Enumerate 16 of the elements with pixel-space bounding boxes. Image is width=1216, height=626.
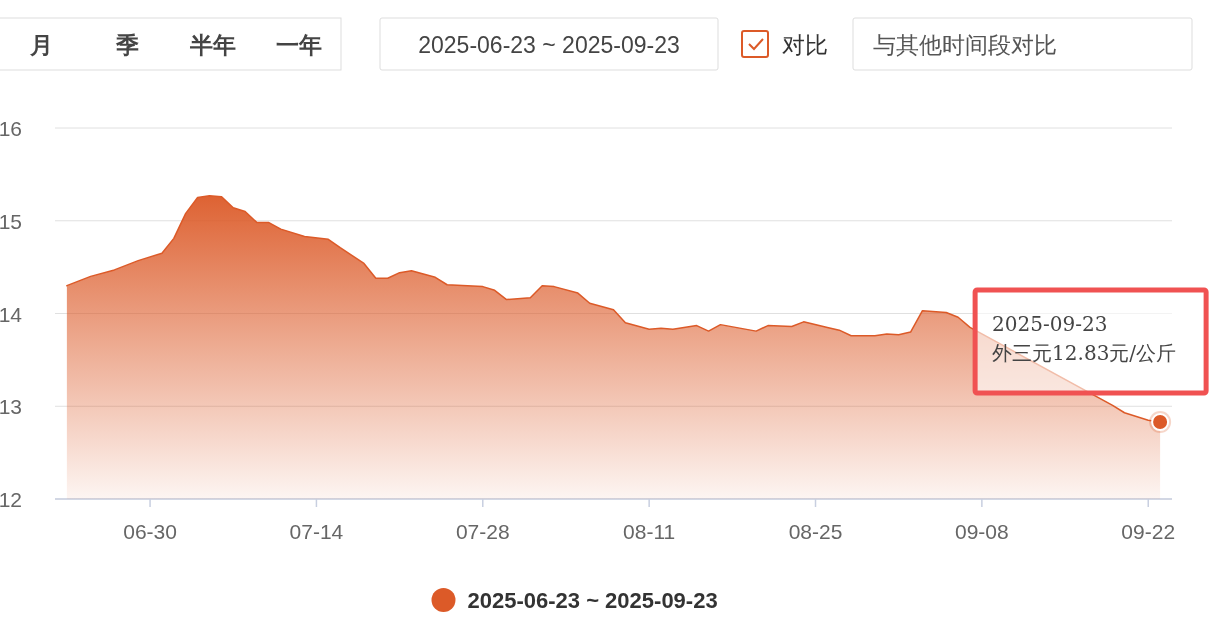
y-tick-label: 15 [0,209,22,233]
x-tick-label: 09-08 [955,520,1009,543]
y-tick-label: 14 [0,302,23,326]
y-tick-label: 12 [0,488,22,511]
y-tick-label: 13 [0,395,22,419]
x-tick-label: 06-30 [123,520,177,543]
x-tick-label: 09-22 [1121,520,1176,543]
x-tick-label: 07-14 [289,520,344,543]
x-tick-label: 08-25 [788,520,843,543]
x-tick-label: 07-28 [455,520,510,543]
controls: 月 季 半年 一年 2025-06-23 ~ 2025-09-23 对比 与其他时间段对比 [0,17,1193,71]
tooltip: 2025-09-23 外三元12.83元/公斤 [972,287,1209,433]
legend: 2025-06-23 ~ 2025-09-23 [431,588,718,613]
annotation: 2025-09-23 外三元12.83元/公斤 [992,312,1177,366]
x-tick-label: 08-11 [623,520,676,543]
y-tick-label: 16 [0,117,22,140]
